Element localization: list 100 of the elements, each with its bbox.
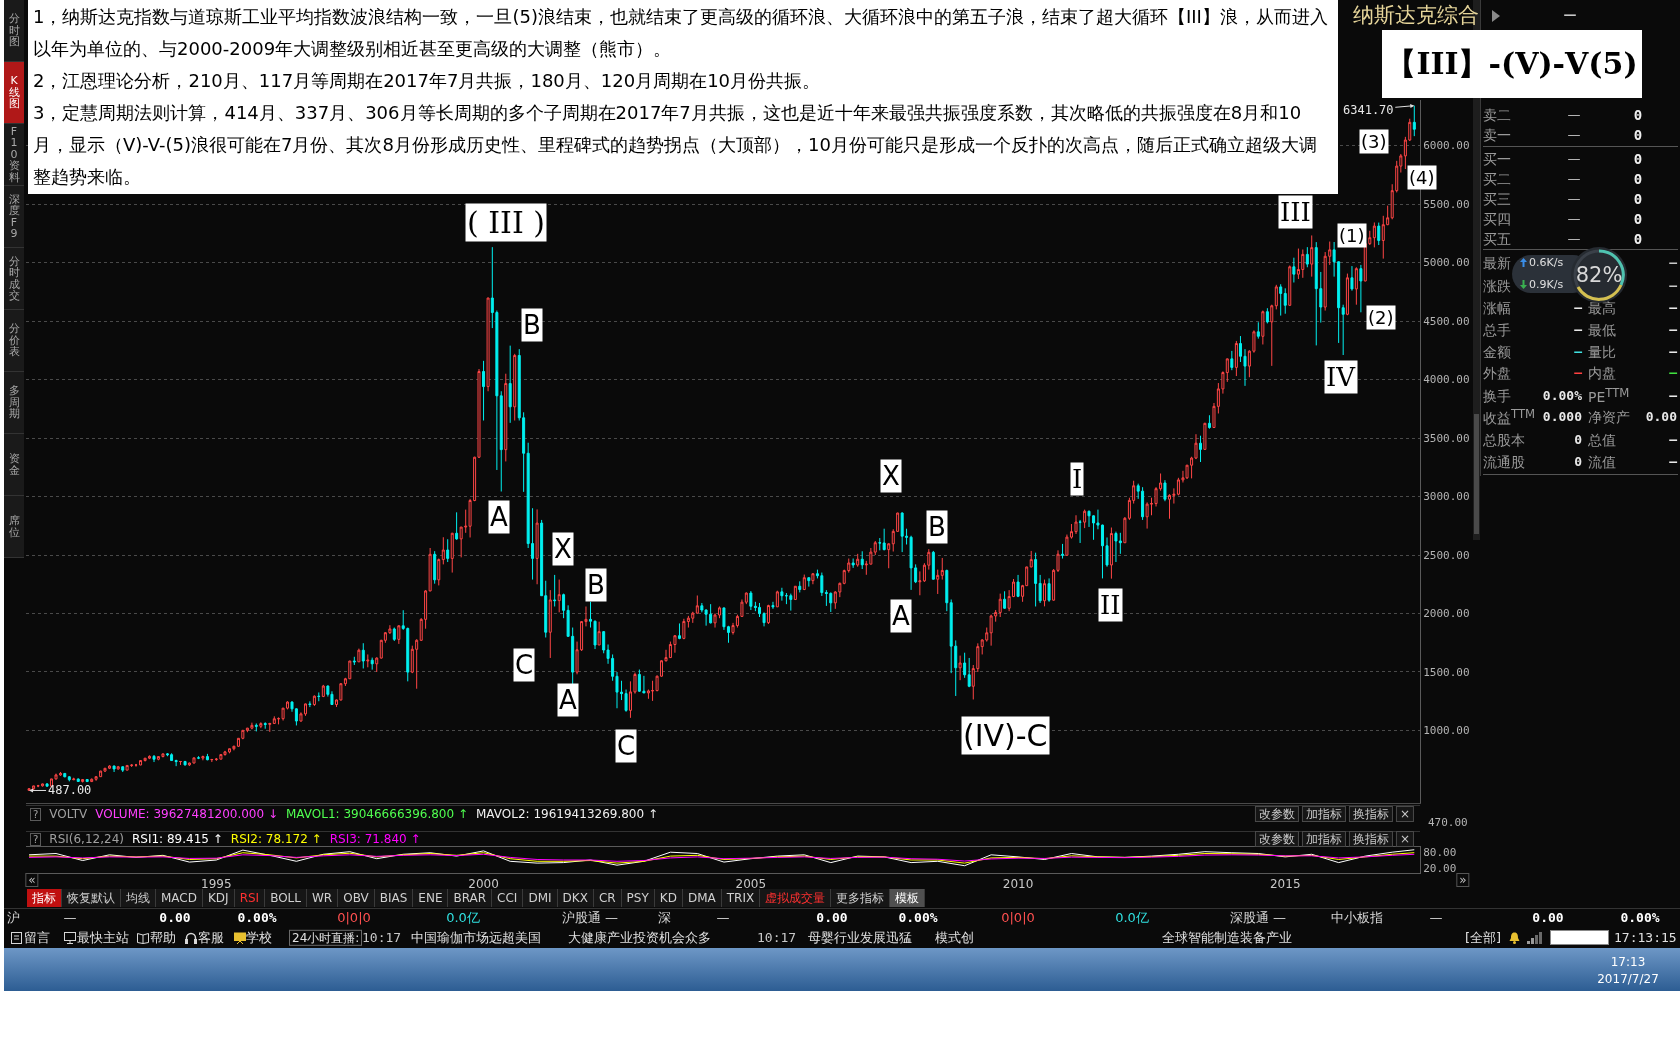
text: — [1574,344,1582,360]
text: KD [654,889,683,907]
candlestick [147,754,151,760]
text: 最低 [1588,321,1616,339]
text: 换指标 [1348,806,1393,822]
candlestick [900,511,904,553]
candlestick [535,508,539,585]
candlestick [1034,552,1038,607]
text: 0 [1633,190,1643,208]
text: 客服 [198,930,224,946]
text: 涨跌 [1483,277,1511,295]
chart-title: RSI(6,12,24) [49,832,124,846]
text: 内盘 [1588,364,1616,382]
candlestick [651,680,655,702]
candlestick [223,750,227,756]
candlestick [1199,435,1203,463]
text: — [716,910,730,926]
candlestick [989,614,993,647]
candlestick [352,656,356,666]
candlestick [415,638,419,690]
text: 涨幅 [1483,299,1511,317]
text: 0.00 [1645,409,1677,425]
text: 最高 [1588,299,1616,317]
candlestick [210,758,214,763]
text: 10:17 [757,930,797,946]
text: 【III】-(V)-V(5) [1382,30,1642,98]
text: ENE [413,889,449,907]
series-label: RSI3: 71.840 ↑ [329,832,421,846]
text: 中小板指 [1331,910,1383,926]
text: 470.00 [1428,816,1468,830]
text: ? [30,832,42,846]
annotation: A [490,502,508,532]
text: — [1669,278,1677,294]
text: 0.00% [237,910,277,926]
x-tick-label: 2015 [1269,877,1301,892]
text: — [1574,322,1582,338]
candlestick [1350,265,1354,292]
candlestick [134,763,138,768]
candlestick [192,757,196,764]
candlestick [1043,579,1047,607]
text: 金额 [1483,343,1511,361]
candlestick [268,722,272,733]
text: 0 [1633,106,1643,124]
candlestick [557,579,561,613]
candlestick [793,585,797,601]
candlestick [205,753,209,761]
text: 母婴行业发展迅猛 [808,930,912,946]
text: 模板 [890,889,926,907]
candlestick [775,590,779,608]
candlestick [1234,340,1238,377]
y-tick-label: 4000.00 [1423,373,1470,387]
text: 恢复默认 [62,889,121,907]
candlestick [945,569,949,612]
tab: 深度F9 [4,186,24,248]
candlestick [1296,248,1300,280]
text: 总值 [1588,431,1616,449]
candlestick [1265,307,1269,324]
candlestick [1283,287,1287,315]
text: — [1574,365,1582,381]
text: OBV [338,889,375,907]
text: — [1669,365,1677,381]
candlestick [1038,574,1042,604]
text: 0.000 [1542,409,1582,425]
candlestick [183,760,187,767]
candlestick [67,776,71,782]
candlestick [361,642,365,669]
text: 虚拟成交量 [760,889,832,907]
candlestick [486,297,490,392]
candlestick [1270,304,1274,367]
text: 买三 [1483,190,1511,208]
text: 82% [1575,263,1623,289]
text: 换手 [1483,387,1511,405]
candlestick [1163,479,1167,502]
candlestick [1288,265,1292,307]
tab: 多周期 [4,372,24,434]
annotation: B [928,512,946,542]
candlestick [219,753,223,760]
text: 买一 [1483,150,1511,168]
candlestick [81,778,85,784]
text: — [1563,7,1577,23]
text: 中国瑜伽市场远超美国 [411,930,541,946]
text: 学校 [246,930,272,946]
text: — [1567,151,1581,167]
text: 改参数 [1254,806,1299,822]
y-tick-label: 1500.00 [1423,665,1470,679]
candlestick [597,621,601,646]
annotation: B [523,310,541,340]
annotation: C [515,650,534,680]
text: 0.00% [1542,388,1582,404]
text: RSI [234,889,266,907]
candlestick [829,591,833,613]
candlestick [940,557,944,581]
text: 0|0|0 [337,910,371,926]
text: 流值 [1588,453,1616,471]
text: — [1669,388,1677,404]
candlestick [1016,574,1020,598]
text: 总股本 [1483,431,1525,449]
candlestick [1078,519,1082,544]
x-tick-label: 2005 [735,877,767,892]
annotation: (3) [1361,131,1387,152]
